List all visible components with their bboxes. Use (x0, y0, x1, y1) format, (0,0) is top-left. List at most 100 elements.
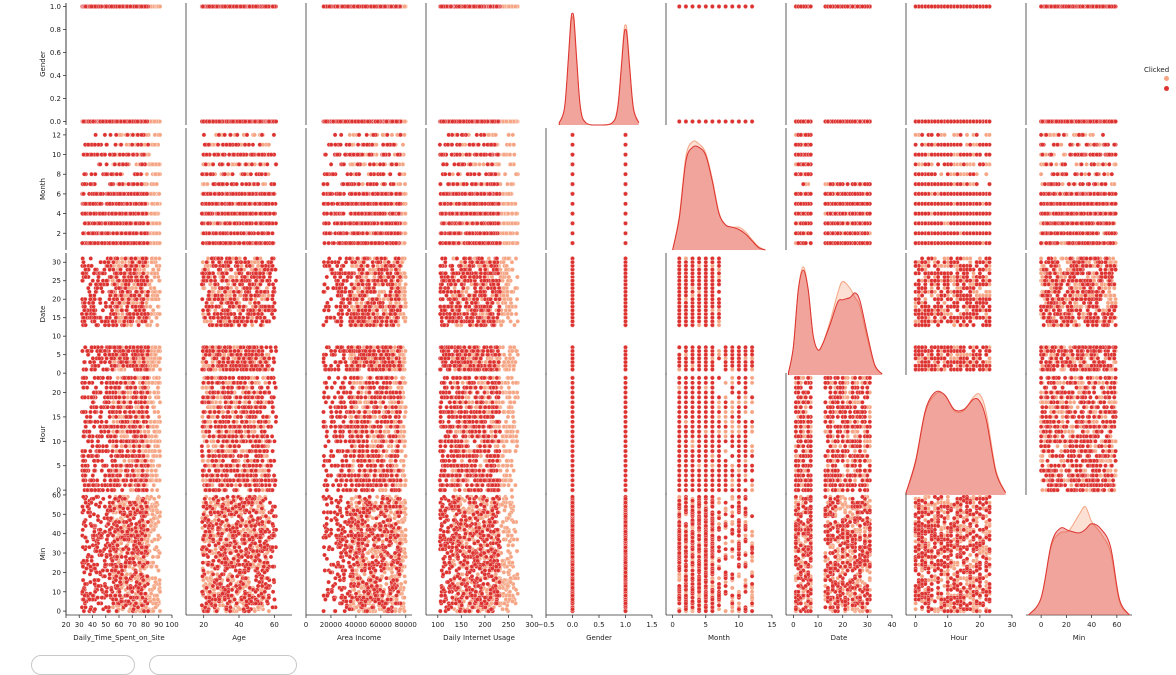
y-tick-label: 15 (52, 413, 61, 421)
x-axis-label-hour: Hour (951, 634, 968, 642)
x-tick-label: 0 (791, 621, 795, 629)
row-axis-gender: 0.0 0.2 0.4 0.6 0.8 1.0 Gender (39, 3, 66, 126)
x-axis-label-age: Age (232, 634, 246, 642)
x-tick-label: 100 (165, 621, 178, 629)
x-tick-label: 10 (943, 621, 952, 629)
x-tick-label: 80 (141, 621, 150, 629)
y-tick-label: 0.8 (50, 26, 61, 34)
x-tick-label: 60 (1112, 621, 1121, 629)
x-tick-label: 20 (838, 621, 847, 629)
x-axis-label-min: Min (1073, 634, 1085, 642)
x-axis-label-daily-time: Daily_Time_Spent_on_Site (73, 634, 164, 642)
scatter-cell-gender-vs-daily-time (66, 3, 162, 125)
y-tick-label: 0.0 (50, 118, 61, 126)
x-axis-age: 20 40 60 Age (186, 615, 292, 642)
x-tick-label: 50 (101, 621, 110, 629)
y-axis-label-gender: Gender (39, 51, 47, 77)
x-tick-label: 20000 (320, 621, 342, 629)
scatter-point (152, 119, 156, 123)
y-tick-label: 12 (52, 131, 61, 139)
y-tick-label: 0.6 (50, 49, 62, 57)
scatter-point (117, 4, 121, 8)
x-tick-label: 70 (128, 621, 137, 629)
pairplot-figure: 0.00.20.40.60.81.0Gender24681012Month051… (0, 0, 1176, 661)
y-axis-label-hour: Hour (39, 425, 47, 442)
x-axis-label-internet-usage: Daily Internet Usage (443, 634, 515, 642)
x-tick-label: 0 (670, 621, 674, 629)
y-tick-label: 0 (57, 608, 61, 616)
x-tick-label: 40000 (345, 621, 367, 629)
x-tick-label: 90 (154, 621, 163, 629)
y-tick-label: 30 (52, 550, 61, 558)
scatter-point (128, 119, 132, 123)
y-tick-label: 15 (52, 314, 61, 322)
x-tick-label: 20 (1062, 621, 1071, 629)
y-tick-label: 40 (52, 530, 61, 538)
x-tick-label: 30 (1008, 621, 1017, 629)
y-tick-label: 10 (52, 333, 61, 341)
y-axis-label-month: Month (39, 178, 47, 200)
x-tick-label: 100 (431, 621, 444, 629)
x-tick-label: 20 (975, 621, 984, 629)
y-tick-label: 30 (52, 259, 61, 267)
x-tick-label: 40 (88, 621, 97, 629)
y-tick-label: 20 (52, 389, 61, 397)
y-tick-label: 60 (52, 491, 61, 499)
y-tick-label: 10 (52, 438, 61, 446)
y-tick-label: 25 (52, 277, 61, 285)
y-tick-label: 6 (57, 190, 62, 198)
x-tick-label: 20 (62, 621, 71, 629)
y-axis-label-date: Date (39, 306, 47, 323)
y-tick-label: 4 (57, 210, 62, 218)
x-tick-label: 10 (814, 621, 823, 629)
x-tick-label: 0 (304, 621, 308, 629)
x-tick-label: 1.0 (620, 621, 631, 629)
x-axis-date: 0 10 20 30 40 Date (786, 615, 896, 642)
scatter-point (115, 119, 119, 123)
y-tick-label: 1.0 (50, 3, 61, 11)
x-tick-label: 40 (1087, 621, 1096, 629)
x-tick-label: 60 (270, 621, 279, 629)
y-axis-label-min: Min (39, 548, 47, 560)
y-tick-label: 50 (52, 511, 61, 519)
y-tick-label: 20 (52, 296, 61, 304)
scatter-point (122, 119, 126, 123)
x-tick-label: 40 (235, 621, 244, 629)
y-tick-label: 10 (52, 151, 61, 159)
x-tick-label: 0.0 (567, 621, 578, 629)
x-tick-label: 40 (888, 621, 897, 629)
x-tick-label: 15 (768, 621, 777, 629)
y-tick-label: 5 (57, 351, 61, 359)
x-axis-month: 0 5 10 15 Month (666, 615, 776, 642)
x-tick-label: −0.5 (538, 621, 555, 629)
x-tick-label: 150 (455, 621, 468, 629)
y-tick-label: 20 (52, 569, 61, 577)
x-tick-label: 20 (199, 621, 208, 629)
y-tick-label: 2 (57, 230, 61, 238)
x-tick-label: 10 (734, 621, 743, 629)
y-tick-label: 5 (57, 462, 61, 470)
scatter-point (143, 119, 147, 123)
x-tick-label: 30 (863, 621, 872, 629)
x-tick-label: 60 (115, 621, 124, 629)
x-tick-label: 200 (478, 621, 491, 629)
x-axis-label-date: Date (831, 634, 848, 642)
scatter-point (128, 4, 132, 8)
x-tick-label: 0.5 (593, 621, 604, 629)
x-tick-label: 5 (704, 621, 708, 629)
y-tick-label: 0.4 (50, 72, 62, 80)
x-axis-label-area-income: Area Income (337, 634, 381, 642)
x-tick-label: 250 (502, 621, 515, 629)
y-tick-label: 0.2 (50, 95, 61, 103)
scatter-point (158, 4, 162, 8)
x-axis-label-month: Month (708, 634, 730, 642)
